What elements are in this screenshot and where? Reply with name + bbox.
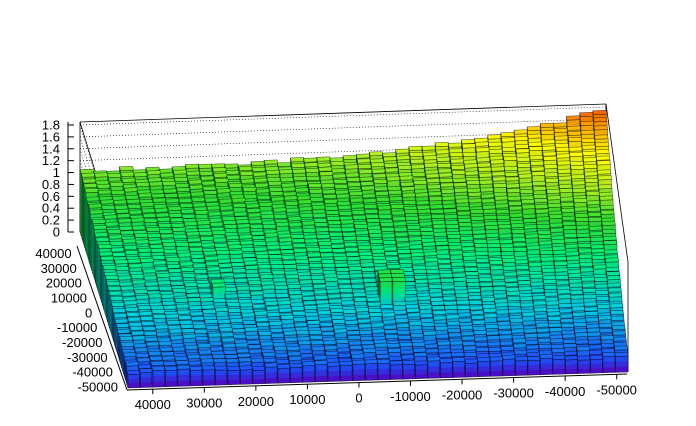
bar xyxy=(489,356,504,377)
x-tick-label: 30000 xyxy=(186,396,222,411)
y-tick-label: 20000 xyxy=(46,276,82,291)
back-wall-gridline xyxy=(79,118,607,138)
bar xyxy=(602,352,616,373)
bar xyxy=(564,355,579,375)
x-tick-label: -10000 xyxy=(390,389,430,404)
bar xyxy=(326,361,341,382)
bar xyxy=(614,351,629,373)
bar xyxy=(226,366,241,385)
bar xyxy=(314,360,329,383)
x-tick-label: 10000 xyxy=(289,392,325,407)
y-tick-label: -20000 xyxy=(62,335,102,350)
bar xyxy=(276,363,291,384)
bar xyxy=(527,356,541,376)
bar xyxy=(477,357,491,377)
x-tick-label: 40000 xyxy=(135,397,171,412)
bar xyxy=(139,368,154,388)
bars-layer xyxy=(79,110,629,389)
bar xyxy=(264,362,279,384)
x-tick-label: -30000 xyxy=(493,386,533,401)
bar xyxy=(251,366,266,385)
bar xyxy=(201,365,216,386)
x-tick-label: -20000 xyxy=(442,387,482,402)
bar xyxy=(451,357,466,378)
bar xyxy=(552,355,566,375)
x-tick-label: 20000 xyxy=(238,394,274,409)
frame-edge xyxy=(79,103,607,123)
z-axis: 00.20.40.60.811.21.41.61.8 xyxy=(42,117,74,240)
bar xyxy=(401,359,416,380)
z-tick-label: 1.8 xyxy=(42,117,60,132)
y-tick-label: -10000 xyxy=(57,320,97,335)
bar xyxy=(439,358,454,379)
y-tick-label: -30000 xyxy=(67,350,107,365)
bar xyxy=(577,355,591,374)
bar xyxy=(214,365,229,386)
x-tick-label: -50000 xyxy=(596,382,636,397)
y-tick-label: -50000 xyxy=(77,380,117,395)
y-tick-label: -40000 xyxy=(72,365,112,380)
bar xyxy=(464,358,479,378)
bar xyxy=(289,363,304,383)
bar xyxy=(376,358,391,381)
x-tick-label: -40000 xyxy=(545,384,585,399)
bar xyxy=(364,359,379,381)
bar xyxy=(351,359,366,381)
bar xyxy=(126,370,141,389)
bar xyxy=(151,366,166,388)
y-tick-label: 40000 xyxy=(35,246,71,261)
bar xyxy=(189,366,204,387)
bar xyxy=(426,356,441,379)
y-tick-label: 30000 xyxy=(41,261,77,276)
bar xyxy=(301,361,316,383)
bar xyxy=(514,356,529,376)
bar xyxy=(239,365,254,385)
bar xyxy=(589,354,604,374)
y-tick-label: 10000 xyxy=(51,290,87,305)
bar xyxy=(414,360,429,379)
bar xyxy=(176,364,191,387)
bar xyxy=(164,365,179,387)
bar xyxy=(339,361,354,382)
bar xyxy=(502,354,516,377)
bar xyxy=(389,360,404,380)
bar xyxy=(539,353,554,375)
y-tick-label: 0 xyxy=(85,305,92,320)
back-wall-gridline xyxy=(79,106,607,126)
x-tick-label: 0 xyxy=(355,391,362,406)
frame-edge xyxy=(605,103,629,263)
